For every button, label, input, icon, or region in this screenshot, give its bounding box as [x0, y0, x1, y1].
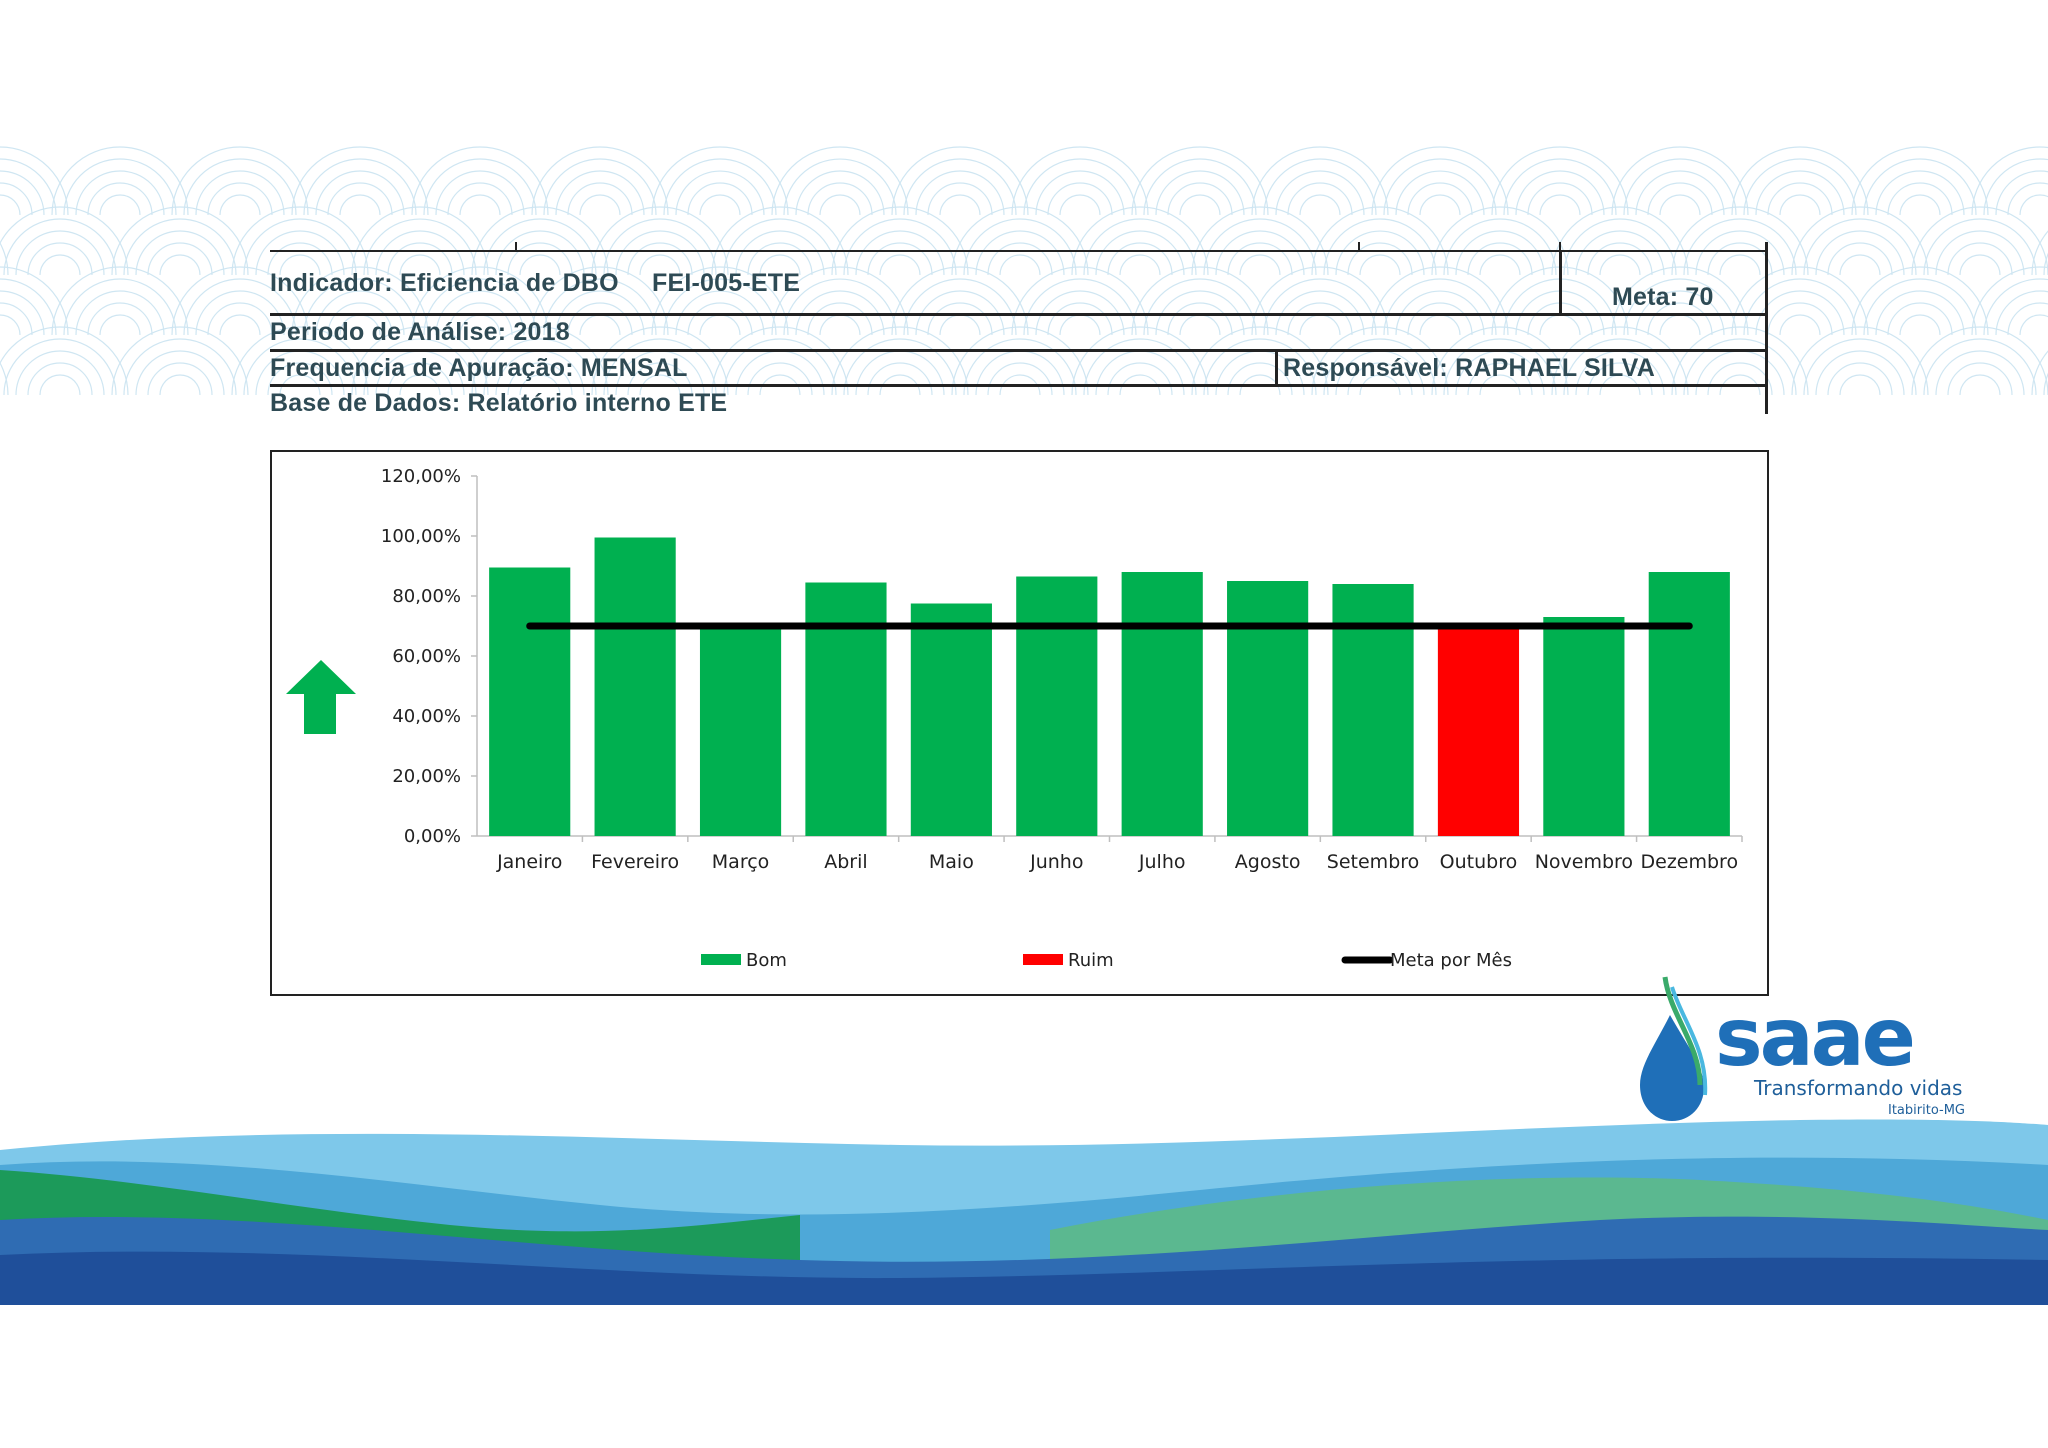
- logo-swoosh-green: [1662, 976, 1703, 1086]
- y-tick-label: 40,00%: [392, 706, 461, 727]
- legend-swatch-bom: [701, 954, 741, 965]
- bar-bom-0: [489, 567, 571, 836]
- header-line-2: [270, 313, 1768, 316]
- header-tick-3: [1559, 242, 1561, 252]
- saae-logo: saae Transformando vidas Itabirito-MG: [1640, 976, 1965, 1121]
- bar-bom-2: [699, 626, 782, 836]
- x-category-label: Fevereiro: [591, 851, 679, 873]
- logo-swoosh-blue: [1670, 986, 1708, 1096]
- header-right-border: [1765, 242, 1768, 414]
- base-dados-label: Base de Dados: Relatório interno ETE: [270, 389, 728, 417]
- y-tick-label: 120,00%: [381, 466, 461, 487]
- background-landscape-waves: [0, 1119, 2048, 1305]
- legend-swatch-ruim: [1023, 954, 1063, 965]
- x-category-label: Dezembro: [1641, 851, 1739, 873]
- y-tick-label: 80,00%: [392, 586, 461, 607]
- header-divider-meta: [1559, 250, 1562, 315]
- meta-label: Meta: 70: [1612, 283, 1714, 311]
- bar-bom-5: [1016, 576, 1098, 836]
- legend-label-meta: Meta por Mês: [1390, 950, 1512, 971]
- bar-chart: 0,00% 20,00% 40,00% 60,00% 80,00% 100,00% 120,…: [381, 466, 1743, 971]
- header-line-top: [270, 250, 1768, 252]
- bar-bom-1: [594, 537, 676, 836]
- x-category-label: Janeiro: [496, 851, 562, 873]
- x-category-label: Março: [712, 851, 770, 873]
- responsavel-label: Responsável: RAPHAEL SILVA: [1283, 354, 1655, 382]
- x-category-label: Novembro: [1535, 851, 1633, 873]
- periodo-label: Periodo de Análise: 2018: [270, 318, 570, 346]
- y-tick-label: 60,00%: [392, 646, 461, 667]
- bar-bom-4: [910, 603, 992, 836]
- x-category-label: Agosto: [1235, 851, 1301, 873]
- bar-bom-3: [805, 582, 887, 836]
- trend-up-arrow-icon: [286, 660, 356, 734]
- legend-label-ruim: Ruim: [1068, 950, 1114, 971]
- legend-label-bom: Bom: [746, 950, 787, 971]
- header-line-3: [270, 349, 1768, 352]
- header-tick-2: [1358, 242, 1360, 252]
- logo-tagline: Transformando vidas: [1753, 1076, 1962, 1100]
- bar-bom-8: [1332, 584, 1414, 836]
- bar-ruim-9: [1437, 627, 1520, 836]
- x-category-label: Maio: [929, 851, 974, 873]
- x-category-label: Setembro: [1327, 851, 1419, 873]
- water-drop-icon: [1640, 1015, 1704, 1121]
- frequencia-label: Frequencia de Apuração: MENSAL: [270, 354, 688, 382]
- indicador-code: FEI-005-ETE: [652, 269, 801, 297]
- y-tick-label: 0,00%: [404, 826, 461, 847]
- header-line-4: [270, 384, 1768, 387]
- x-category-label: Outubro: [1440, 851, 1518, 873]
- x-category-label: Julho: [1138, 851, 1186, 873]
- bar-bom-11: [1648, 572, 1730, 836]
- bar-bom-6: [1121, 572, 1203, 836]
- x-category-label: Abril: [824, 851, 867, 873]
- chart-frame: 0,00% 20,00% 40,00% 60,00% 80,00% 100,00% 120,…: [270, 450, 1769, 996]
- header-divider-responsavel: [1275, 349, 1278, 387]
- y-tick-label: 20,00%: [392, 766, 461, 787]
- x-category-label: Junho: [1029, 851, 1083, 873]
- indicador-label: Indicador: Eficiencia de DBO: [270, 269, 619, 297]
- header-tick-1: [515, 242, 517, 252]
- bar-bom-10: [1543, 617, 1625, 836]
- logo-location: Itabirito-MG: [1888, 1103, 1965, 1118]
- y-tick-label: 100,00%: [381, 526, 461, 547]
- logo-wordmark: saae: [1715, 991, 1913, 1084]
- bar-bom-7: [1227, 581, 1309, 836]
